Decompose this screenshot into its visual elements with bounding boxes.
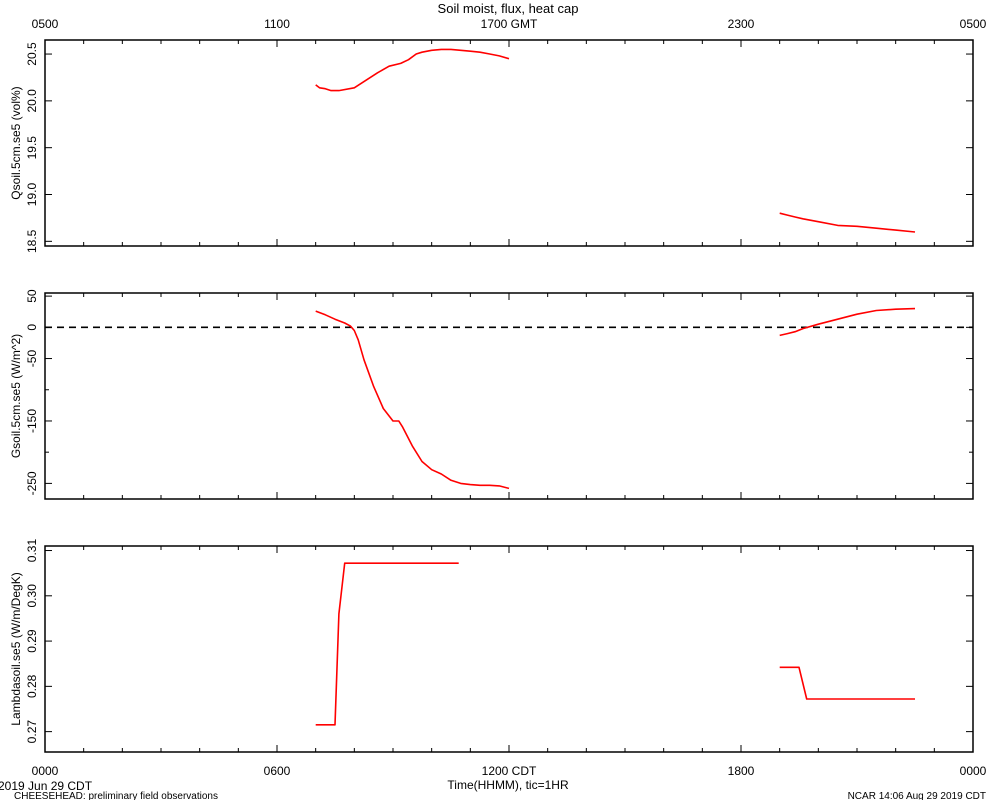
y-tick-label: 0.28: [25, 674, 39, 698]
bottom-tick-label: 0600: [264, 764, 291, 778]
bottom-tick-label: 1200 CDT: [482, 764, 537, 778]
bottom-tick-label: 0000: [32, 764, 59, 778]
series-line-segment-1: [315, 310, 510, 490]
y-axis-label: Lambdasoil.se5 (W/m/DegK): [9, 572, 23, 725]
series-line-segment-1: [315, 48, 510, 92]
x-axis-label: Time(HHMM), tic=1HR: [447, 778, 569, 792]
y-tick-label: 50: [25, 289, 39, 303]
y-axis-label: Qsoil.5cm.se5 (vol%): [9, 86, 23, 199]
panels: 18.5 19.0 19.5 20.0 20.5 Qsoil.5cm.se5 (vol%)…: [9, 39, 974, 753]
y-tick-label: -250: [25, 471, 39, 495]
top-tick-label: 0500: [960, 17, 987, 31]
panel-frame: [44, 545, 974, 753]
project-label: CHEESEHEAD: preliminary field observatio…: [14, 791, 218, 800]
bottom-tick-label: 0000: [960, 764, 987, 778]
y-tick-label: 18.5: [25, 229, 39, 253]
series-line-segment-2: [779, 307, 916, 337]
y-tick-label: -50: [25, 350, 39, 368]
y-tick-label: 20.5: [25, 42, 39, 66]
chart-title: Soil moist, flux, heat cap: [438, 1, 579, 16]
y-axis-label: Gsoil.5cm.se5 (W/m^2): [9, 334, 23, 458]
y-tick-label: 0.27: [25, 720, 39, 744]
y-tick-label: 20.0: [25, 89, 39, 113]
bottom-tick-label: 1800: [728, 764, 755, 778]
timestamp-label: NCAR 14:06 Aug 29 2019 CDT: [848, 791, 986, 800]
top-tick-label: 1700 GMT: [481, 17, 538, 31]
series-line-segment-2: [779, 666, 915, 700]
y-tick-label: 19.5: [25, 136, 39, 160]
series-line-segment-2: [779, 212, 916, 233]
y-tick-label: 0.29: [25, 629, 39, 653]
series-line-segment-1: [315, 562, 459, 726]
top-tick-label: 2300: [728, 17, 755, 31]
y-tick-label: 0.31: [25, 539, 39, 563]
y-tick-label: 19.0: [25, 182, 39, 206]
y-tick-label: -150: [25, 409, 39, 433]
top-gmt-axis: 0500 1100 1700 GMT 2300 0500: [32, 17, 987, 31]
top-tick-label: 1100: [264, 17, 290, 31]
y-tick-label: 0.30: [25, 584, 39, 608]
panel-frame: [44, 292, 974, 500]
panel-1: 18.5 19.0 19.5 20.0 20.5 Qsoil.5cm.se5 (vol%): [9, 39, 974, 253]
bottom-cdt-axis: 0000 0600 1200 CDT 1800 0000: [32, 764, 987, 778]
y-tick-label: 0: [25, 324, 39, 331]
date-label: 2019 Jun 29 CDT: [0, 779, 93, 793]
top-tick-label: 0500: [32, 17, 59, 31]
panel-frame: [44, 39, 974, 247]
